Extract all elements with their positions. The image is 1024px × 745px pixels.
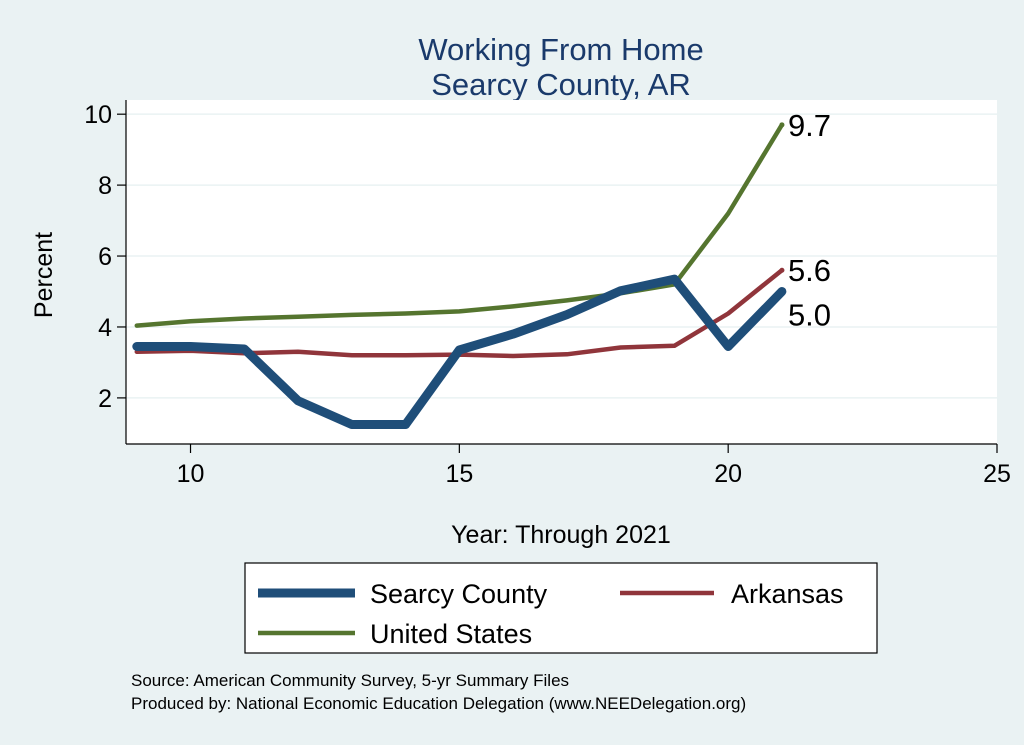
legend-label-searcy-county: Searcy County xyxy=(370,579,548,609)
series-layer xyxy=(132,122,787,429)
legend: Searcy County Arkansas United States xyxy=(258,579,844,649)
producer-note: Produced by: National Economic Education… xyxy=(131,694,746,713)
y-tick-label: 6 xyxy=(98,243,112,271)
x-tick-label: 10 xyxy=(177,460,205,488)
series-end-point-united-states xyxy=(779,122,785,128)
end-label-searcy-county: 5.0 xyxy=(788,298,831,333)
source-note: Source: American Community Survey, 5-yr … xyxy=(131,671,569,690)
legend-label-arkansas: Arkansas xyxy=(731,579,844,609)
series-end-point-searcy-county xyxy=(778,288,785,295)
end-label-arkansas: 5.6 xyxy=(788,253,831,288)
series-line-searcy-county xyxy=(132,274,787,429)
y-tick-label: 8 xyxy=(98,172,112,200)
x-tick-label: 15 xyxy=(445,460,473,488)
end-labels: 9.7 5.6 5.0 xyxy=(788,108,831,333)
y-tick-label: 2 xyxy=(98,385,112,413)
legend-box xyxy=(244,562,878,654)
x-axis-title: Year: Through 2021 xyxy=(451,521,671,549)
gridlines xyxy=(126,113,997,399)
y-tick-label: 10 xyxy=(84,101,112,129)
y-tick-label: 4 xyxy=(98,314,112,342)
series-end-point-arkansas xyxy=(779,267,785,273)
x-tick-label: 20 xyxy=(714,460,742,488)
end-label-united-states: 9.7 xyxy=(788,108,831,143)
chart-title-line-1: Working From Home xyxy=(418,32,703,67)
legend-label-united-states: United States xyxy=(370,619,532,649)
axes: 2 4 6 8 10 10 15 20 25 xyxy=(84,100,1011,488)
x-tick-label: 25 xyxy=(983,460,1011,488)
y-axis-title: Percent xyxy=(30,232,58,318)
chart-title-line-2: Searcy County, AR xyxy=(431,67,691,102)
plot-area xyxy=(126,100,997,444)
